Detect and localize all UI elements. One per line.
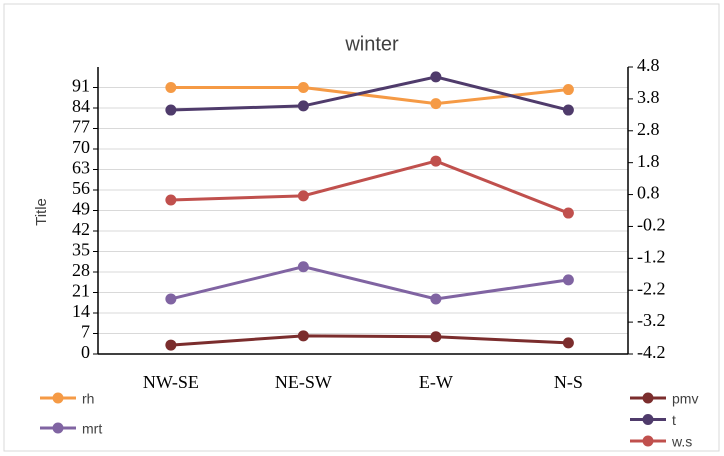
y2-tick-label: 4.8: [637, 55, 660, 75]
data-point: [562, 337, 574, 349]
y2-tick-label: -1.2: [637, 246, 666, 266]
y2-tick-label: 3.8: [637, 87, 660, 107]
x-tick-label: NW-SE: [143, 372, 199, 392]
legend-label: t: [672, 412, 676, 428]
series-line: [170, 265, 569, 301]
y2-tick-label: -3.2: [637, 310, 666, 330]
y2-tick-label: -2.2: [637, 278, 666, 298]
data-point: [562, 84, 574, 96]
data-point: [297, 261, 309, 273]
data-point: [562, 207, 574, 219]
y-tick-label: 7: [81, 322, 90, 342]
data-point: [430, 155, 442, 167]
y-tick-label: 42: [72, 219, 90, 239]
series-line: [170, 75, 569, 112]
x-tick-label: NE-SW: [275, 372, 332, 392]
y2-tick-label: 2.8: [637, 119, 660, 139]
data-point: [297, 190, 309, 202]
legend-label: rh: [82, 391, 94, 407]
y-tick-label: 21: [72, 281, 90, 301]
y-tick-label: 91: [72, 76, 90, 96]
y-tick-label: 77: [72, 117, 90, 137]
legend-marker: [52, 422, 64, 434]
data-point: [430, 71, 442, 83]
series-line: [170, 86, 569, 106]
y2-tick-label: -4.2: [637, 342, 666, 362]
y-tick-label: 70: [72, 137, 90, 157]
legend-label: pmv: [672, 391, 698, 407]
x-tick-label: E-W: [419, 372, 453, 392]
data-point: [297, 100, 309, 112]
legend-marker: [642, 414, 654, 425]
legend-label: mrt: [82, 421, 102, 437]
legend-marker: [52, 392, 64, 404]
data-point: [430, 293, 442, 305]
data-point: [297, 82, 309, 93]
y-axis-label: Title: [33, 198, 50, 226]
data-point: [562, 104, 574, 116]
y-tick-label: 35: [72, 240, 90, 260]
data-point: [165, 82, 177, 93]
y-tick-label: 63: [72, 158, 90, 178]
data-point: [430, 98, 442, 110]
legend-label: w.s: [671, 434, 692, 450]
chart-frame: [3, 3, 720, 452]
data-point: [165, 339, 177, 351]
y-tick-label: 28: [72, 260, 90, 280]
y-tick-label: 84: [72, 96, 90, 116]
y2-tick-label: -0.2: [637, 215, 666, 235]
y-tick-label: 49: [72, 199, 90, 219]
y-tick-label: 56: [72, 178, 90, 198]
series-line: [170, 334, 569, 347]
y-tick-label: 14: [72, 301, 90, 321]
data-point: [562, 274, 574, 286]
y2-tick-label: 1.8: [637, 151, 660, 171]
data-point: [165, 293, 177, 305]
x-tick-label: N-S: [554, 372, 583, 392]
data-point: [297, 330, 309, 342]
legend-marker: [642, 435, 654, 447]
chart-title: winter: [344, 33, 399, 55]
data-point: [165, 104, 177, 116]
series-line: [170, 159, 569, 215]
legend-marker: [642, 392, 654, 404]
y2-tick-label: 0.8: [637, 183, 660, 203]
data-point: [165, 194, 177, 206]
data-point: [430, 331, 442, 343]
y-tick-label: 0: [81, 342, 90, 362]
